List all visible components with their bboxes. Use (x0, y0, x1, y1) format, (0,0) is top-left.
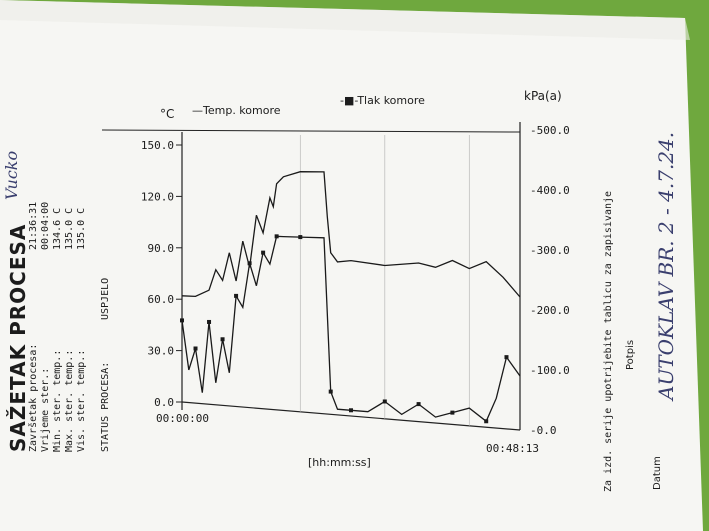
x-start-label: 00:00:00 (156, 412, 209, 425)
legend-temp: —Temp. komore (192, 104, 281, 117)
x-axis-label: [hh:mm:ss] (308, 456, 371, 469)
left-tick-label: 120.0 (141, 190, 174, 203)
left-tick-label: 60.0 (148, 293, 175, 306)
pressure-point (234, 293, 239, 298)
pressure-point (274, 234, 279, 239)
pressure-point (261, 250, 266, 255)
pressure-point (207, 319, 212, 324)
pressure-point (382, 399, 387, 404)
right-tick-label: -500.0 (530, 124, 570, 137)
pressure-point (450, 410, 455, 415)
left-tick-label: 90.0 (148, 242, 175, 255)
pressure-point (328, 389, 333, 394)
pressure-point (484, 419, 489, 424)
pressure-point (247, 261, 252, 266)
pressure-point (220, 337, 225, 342)
pressure-point (193, 346, 198, 351)
right-tick-label: -0.0 (530, 424, 557, 437)
top-axis (101, 129, 521, 133)
right-tick-label: -200.0 (530, 304, 570, 317)
pressure-point (504, 355, 509, 360)
pressure-point (298, 235, 303, 240)
left-unit: °C (160, 107, 174, 121)
x-axis (181, 401, 521, 431)
right-tick-label: -100.0 (530, 364, 570, 377)
right-tick-label: -400.0 (530, 184, 570, 197)
pressure-point (416, 402, 421, 407)
left-tick-label: 30.0 (148, 345, 175, 358)
series-line-pressure (181, 235, 521, 423)
pressure-point (349, 408, 353, 413)
right-unit: kPa(a) (524, 89, 562, 103)
pressure-point (180, 318, 184, 323)
right-tick-label: -300.0 (530, 244, 570, 257)
legend-pressure: -■-Tlak komore (340, 94, 425, 107)
series-line-temp (181, 171, 521, 298)
left-tick-label: 150.0 (141, 139, 174, 152)
x-end-label: 00:48:13 (486, 442, 539, 455)
left-tick-label: 0.0 (154, 396, 174, 409)
